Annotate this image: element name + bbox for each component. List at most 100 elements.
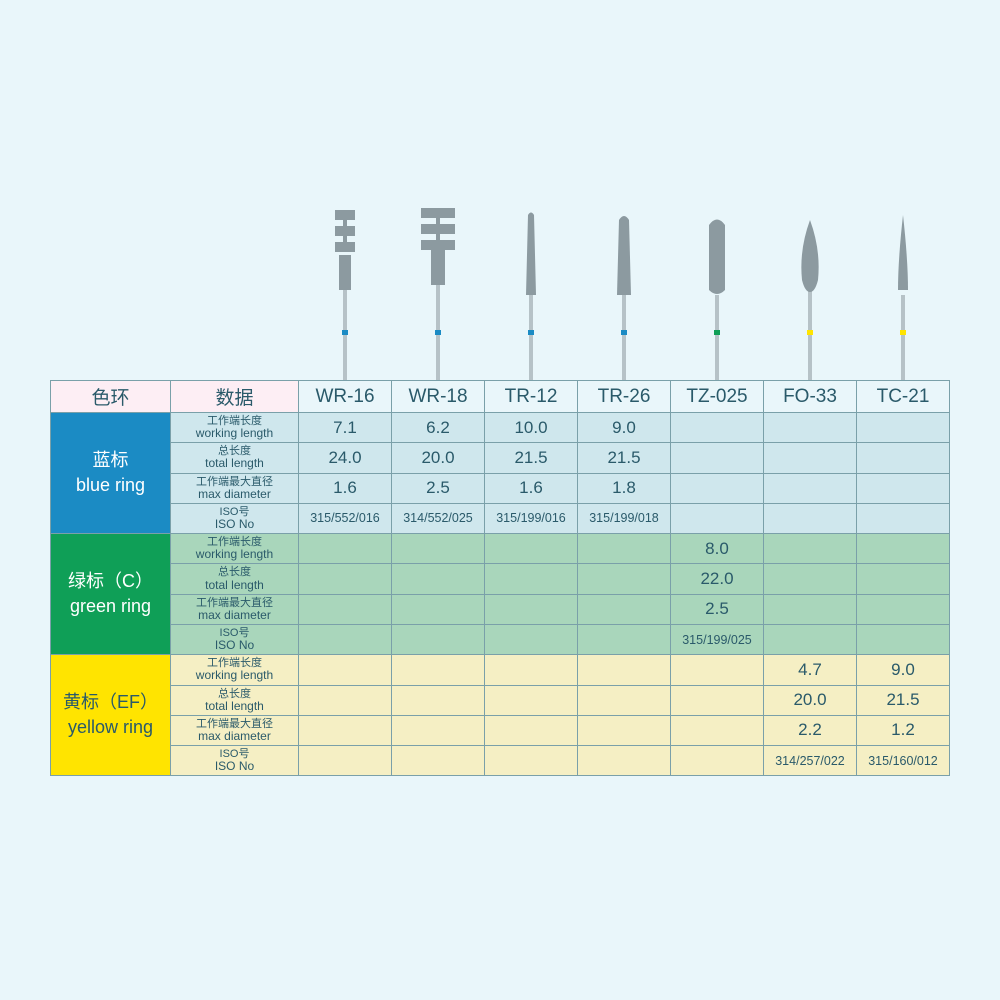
- product-illustrations: [50, 180, 950, 380]
- cell: [299, 534, 392, 564]
- cell: [764, 443, 857, 473]
- cell: [671, 715, 764, 745]
- cell: 1.8: [578, 473, 671, 503]
- cell: [764, 534, 857, 564]
- cell: [857, 443, 950, 473]
- cell: [671, 655, 764, 685]
- illus-wr-16: [298, 180, 391, 380]
- cell: 315/199/018: [578, 503, 671, 533]
- ring-label-green: 绿标（C） green ring: [51, 534, 171, 655]
- cell: 7.1: [299, 413, 392, 443]
- cell: [857, 473, 950, 503]
- cell: [671, 413, 764, 443]
- cell: 21.5: [857, 685, 950, 715]
- label-yellow-1: 总长度 total length: [171, 685, 299, 715]
- cell: 2.5: [671, 594, 764, 624]
- cell: 22.0: [671, 564, 764, 594]
- cell: [578, 715, 671, 745]
- label-yellow-2: 工作端最大直径 max diameter: [171, 715, 299, 745]
- label-yellow-0: 工作端长度 working length: [171, 655, 299, 685]
- header-ring: 色环: [51, 381, 171, 413]
- header-prod-0: WR-16: [299, 381, 392, 413]
- header-data: 数据: [171, 381, 299, 413]
- cell: [578, 655, 671, 685]
- cell: 10.0: [485, 413, 578, 443]
- cell: [392, 746, 485, 776]
- cell: [485, 564, 578, 594]
- cell: [392, 594, 485, 624]
- cell: 1.2: [857, 715, 950, 745]
- header-prod-6: TC-21: [857, 381, 950, 413]
- spec-table: 色环 数据 WR-16 WR-18 TR-12 TR-26 TZ-025 FO-…: [50, 380, 950, 776]
- illus-tc-21: [856, 180, 949, 380]
- cell: [485, 746, 578, 776]
- cell: [857, 503, 950, 533]
- label-blue-3: ISO号 ISO No: [171, 503, 299, 533]
- cell: 315/199/016: [485, 503, 578, 533]
- cell: [857, 624, 950, 654]
- cell: [392, 564, 485, 594]
- header-row: 色环 数据 WR-16 WR-18 TR-12 TR-26 TZ-025 FO-…: [51, 381, 950, 413]
- cell: 21.5: [578, 443, 671, 473]
- label-green-2: 工作端最大直径 max diameter: [171, 594, 299, 624]
- cell: [578, 746, 671, 776]
- cell: 315/199/025: [671, 624, 764, 654]
- cell: [764, 413, 857, 443]
- cell: [578, 624, 671, 654]
- ring-yellow-en: yellow ring: [68, 717, 153, 737]
- cell: 20.0: [392, 443, 485, 473]
- header-prod-5: FO-33: [764, 381, 857, 413]
- cell: [392, 624, 485, 654]
- ring-label-yellow: 黄标（EF） yellow ring: [51, 655, 171, 776]
- cell: [578, 564, 671, 594]
- cell: 9.0: [578, 413, 671, 443]
- cell: 24.0: [299, 443, 392, 473]
- cell: [485, 715, 578, 745]
- illus-tr-26: [577, 180, 670, 380]
- ring-label-blue: 蓝标 blue ring: [51, 413, 171, 534]
- illus-fo-33: [763, 180, 856, 380]
- cell: 314/552/025: [392, 503, 485, 533]
- cell: [578, 534, 671, 564]
- cell: [299, 564, 392, 594]
- cell: [392, 534, 485, 564]
- cell: [764, 594, 857, 624]
- cell: [299, 715, 392, 745]
- cell: [857, 413, 950, 443]
- cell: [857, 534, 950, 564]
- cell: [671, 746, 764, 776]
- cell: 1.6: [485, 473, 578, 503]
- cell: 9.0: [857, 655, 950, 685]
- header-prod-1: WR-18: [392, 381, 485, 413]
- cell: [299, 655, 392, 685]
- cell: 6.2: [392, 413, 485, 443]
- label-blue-1: 总长度 total length: [171, 443, 299, 473]
- cell: 2.2: [764, 715, 857, 745]
- ring-blue-en: blue ring: [76, 475, 145, 495]
- cell: [764, 564, 857, 594]
- ring-green-cn: 绿标（C）: [68, 571, 153, 591]
- cell: [485, 624, 578, 654]
- label-blue-2: 工作端最大直径 max diameter: [171, 473, 299, 503]
- cell: 21.5: [485, 443, 578, 473]
- cell: 314/257/022: [764, 746, 857, 776]
- header-prod-3: TR-26: [578, 381, 671, 413]
- cell: [392, 655, 485, 685]
- label-green-3: ISO号 ISO No: [171, 624, 299, 654]
- cell: [485, 685, 578, 715]
- cell: 315/552/016: [299, 503, 392, 533]
- cell: [299, 685, 392, 715]
- cell: [485, 594, 578, 624]
- cell: [857, 594, 950, 624]
- cell: [764, 503, 857, 533]
- cell: [764, 624, 857, 654]
- illus-tr-12: [484, 180, 577, 380]
- illus-tz-025: [670, 180, 763, 380]
- label-green-1: 总长度 total length: [171, 564, 299, 594]
- cell: [392, 715, 485, 745]
- cell: 1.6: [299, 473, 392, 503]
- cell: [578, 685, 671, 715]
- cell: [392, 685, 485, 715]
- cell: [857, 564, 950, 594]
- cell: 315/160/012: [857, 746, 950, 776]
